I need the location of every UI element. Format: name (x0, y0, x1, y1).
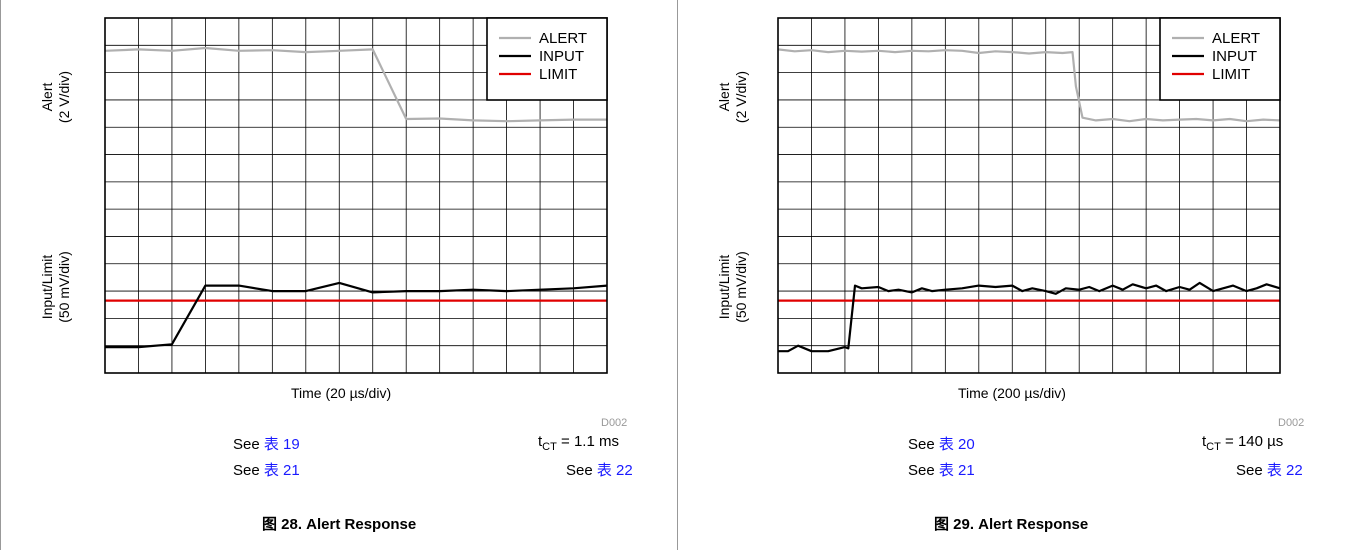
legend-label-input: INPUT (1212, 48, 1257, 65)
alert-axis-label: Alert (2 V/div) (39, 52, 73, 142)
see-table-22: See 表 22 (566, 459, 633, 480)
legend-label-alert: ALERT (539, 30, 587, 47)
see-table-19: See 表 19 (233, 433, 300, 454)
figure-caption: 图 29. Alert Response (934, 513, 1088, 534)
series-input-line (778, 283, 1280, 351)
see-table-21: See 表 21 (233, 459, 300, 480)
table-22-link[interactable]: 表 22 (597, 462, 633, 479)
table-20-link[interactable]: 表 20 (939, 436, 975, 453)
figure-28-panel: ALERT INPUT LIMIT Alert (2 V/div) Input/Lim… (0, 0, 678, 550)
tct-value: tCT = 140 µs (1202, 433, 1283, 453)
see-table-22: See 表 22 (1236, 459, 1303, 480)
table-22-link[interactable]: 表 22 (1267, 462, 1303, 479)
table-21-link[interactable]: 表 21 (264, 462, 300, 479)
see-table-21: See 表 21 (908, 459, 975, 480)
series-input-line (105, 283, 607, 347)
alert-axis-label: Alert (2 V/div) (716, 52, 750, 142)
legend-label-limit: LIMIT (1212, 66, 1250, 83)
legend-label-alert: ALERT (1212, 30, 1260, 47)
input-axis-label: Input/Limit (50 mV/div) (716, 242, 750, 332)
table-19-link[interactable]: 表 19 (264, 436, 300, 453)
see-table-20: See 表 20 (908, 433, 975, 454)
figure-code: D002 (601, 417, 627, 429)
x-axis-label: Time (200 µs/div) (958, 385, 1066, 401)
figure-caption: 图 28. Alert Response (262, 513, 416, 534)
tct-value: tCT = 1.1 ms (538, 433, 619, 453)
table-21-link[interactable]: 表 21 (939, 462, 975, 479)
figure-29-panel: ALERT INPUT LIMIT Alert (2 V/div) Input/Lim… (678, 0, 1351, 550)
figure-code: D002 (1278, 417, 1304, 429)
legend-label-limit: LIMIT (539, 66, 577, 83)
legend-label-input: INPUT (539, 48, 584, 65)
x-axis-label: Time (20 µs/div) (291, 385, 391, 401)
input-axis-label: Input/Limit (50 mV/div) (39, 242, 73, 332)
